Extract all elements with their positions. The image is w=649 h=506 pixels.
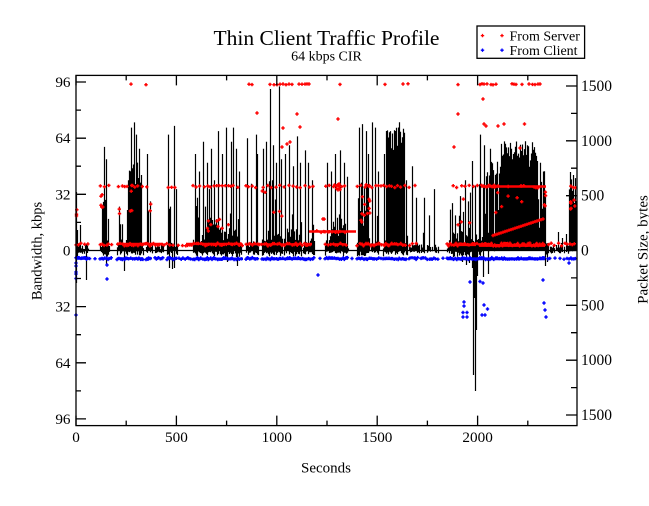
svg-text:Seconds: Seconds — [301, 461, 351, 477]
svg-text:0: 0 — [72, 429, 80, 446]
svg-text:Thin Client Traffic Profile: Thin Client Traffic Profile — [214, 26, 440, 50]
svg-text:64 kbps CIR: 64 kbps CIR — [291, 50, 362, 65]
svg-text:32: 32 — [55, 186, 70, 203]
svg-text:500: 500 — [581, 188, 605, 205]
svg-text:2000: 2000 — [462, 429, 493, 446]
svg-text:64: 64 — [55, 130, 71, 147]
svg-text:1500: 1500 — [362, 429, 393, 446]
svg-text:1500: 1500 — [581, 78, 612, 95]
svg-text:1500: 1500 — [581, 407, 612, 424]
svg-text:Bandwidth, kbps: Bandwidth, kbps — [30, 202, 46, 301]
svg-text:500: 500 — [165, 429, 188, 446]
svg-text:Packet Size, bytes: Packet Size, bytes — [636, 195, 649, 304]
svg-text:32: 32 — [55, 299, 70, 316]
svg-text:96: 96 — [55, 74, 71, 91]
svg-text:0: 0 — [581, 243, 589, 260]
svg-text:0: 0 — [63, 243, 71, 260]
svg-text:1000: 1000 — [262, 429, 293, 446]
svg-text:96: 96 — [55, 411, 71, 428]
svg-text:1000: 1000 — [581, 352, 612, 369]
svg-text:64: 64 — [55, 355, 71, 372]
svg-text:500: 500 — [581, 297, 605, 314]
svg-text:From Server: From Server — [510, 29, 581, 44]
svg-text:From Client: From Client — [510, 44, 578, 59]
svg-text:1000: 1000 — [581, 133, 612, 150]
